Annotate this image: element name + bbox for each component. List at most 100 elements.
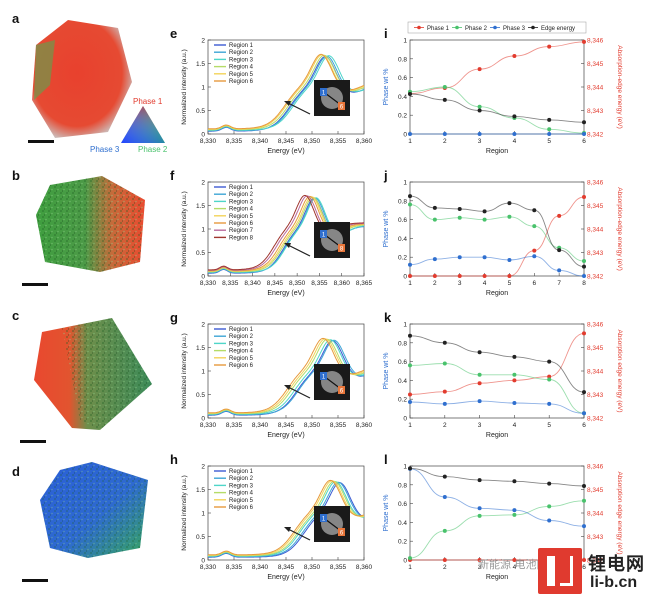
scale-bar-d	[22, 579, 48, 582]
data-point-phase-1	[582, 558, 586, 562]
data-point-phase-3	[442, 132, 447, 136]
data-point-phase-3	[477, 132, 482, 136]
legend-label: Region 1	[229, 327, 254, 333]
phase-panel-j: j 1 2 3 4 5 6 7 8 0 0.2 0.4 0.6 0.8 1 8,342 8,343 8,344 8,…	[383, 168, 623, 297]
panel-letter-b: b	[12, 168, 20, 183]
x-tick-label: 6	[582, 138, 586, 145]
inset-marker-end	[338, 386, 345, 394]
y2-axis-label: Absorption-edge energy (eV)	[616, 187, 623, 270]
data-point-phase-2	[442, 528, 447, 533]
panel-letter-l: l	[384, 452, 388, 467]
data-point-phase-3	[408, 132, 412, 136]
data-point-edge-energy	[408, 333, 412, 338]
series-line-edge-energy	[409, 93, 585, 123]
inset-label-start: 1	[322, 233, 326, 239]
phase-panel-i: i 1 2 3 4 5 6 0 0.2 0.4 0.6 0.8 1 8,342 8,343 8,344 8,34…	[383, 21, 623, 155]
arrow-head	[284, 385, 291, 390]
x-axis-label: Region	[486, 290, 508, 297]
data-point-edge-energy	[482, 209, 487, 214]
series-line-phase-1	[410, 196, 585, 277]
panel-b: b	[12, 168, 145, 286]
y2-axis-label: Absorption edge energy (eV)	[616, 471, 623, 554]
y-tick-label: 0	[403, 132, 407, 139]
data-point-phase-1	[532, 248, 537, 253]
data-point-phase-3	[512, 508, 517, 513]
y-tick-label: 1	[201, 369, 205, 376]
legend-label: Region 2	[229, 476, 254, 482]
legend-label: Region 3	[229, 199, 254, 205]
y-tick-label: 0.6	[398, 217, 407, 224]
x-tick-label: 8,330	[200, 280, 217, 287]
data-point-phase-3	[432, 257, 437, 262]
y-tick-label: 0.8	[398, 340, 407, 347]
x-tick-label: 8,345	[278, 422, 295, 429]
data-point-edge-energy	[408, 466, 412, 471]
x-tick-label: 4	[513, 564, 517, 571]
data-point-edge-energy	[532, 208, 537, 213]
panel-letter-k: k	[384, 310, 392, 325]
data-point-phase-1	[547, 44, 552, 49]
x-tick-label: 8,335	[226, 422, 243, 429]
y-tick-label: 2	[201, 180, 205, 187]
y-tick-label: 0	[201, 274, 205, 281]
y-tick-label: 1	[201, 227, 205, 234]
x-tick-label: 8,350	[289, 280, 306, 287]
x-tick-label: 6	[582, 564, 586, 571]
data-point-phase-1	[512, 558, 517, 562]
data-point-edge-energy	[408, 92, 412, 97]
y2-tick-label: 8,346	[587, 322, 604, 329]
x-tick-label: 2	[443, 564, 447, 571]
data-point-phase-3	[582, 132, 586, 136]
series-line-phase-3	[409, 255, 585, 277]
legend-label: Region 7	[229, 228, 254, 234]
inset-label-start: 1	[322, 91, 326, 97]
inset-label-end: 6	[340, 389, 344, 395]
x-tick-label: 8,350	[304, 422, 321, 429]
data-point-phase-1	[582, 331, 586, 336]
y2-tick-label: 8,346	[587, 38, 604, 45]
phase-legend-triangle: Phase 1 Phase 3 Phase 2	[90, 97, 168, 154]
y-tick-label: 0.4	[398, 520, 407, 527]
y-tick-label: 1	[403, 322, 407, 329]
legend-marker	[493, 25, 497, 30]
data-point-edge-energy	[582, 264, 586, 269]
y-tick-label: 1	[403, 180, 407, 187]
data-point-phase-2	[582, 258, 586, 263]
data-point-edge-energy	[512, 114, 517, 119]
data-point-phase-2	[442, 85, 447, 89]
x-tick-label: 8,335	[226, 138, 243, 145]
x-axis-label: Energy (eV)	[267, 432, 304, 439]
site-watermark: 锂电网 li-b.cn	[538, 548, 656, 596]
x-tick-label: 6	[532, 280, 536, 287]
data-point-phase-3	[477, 399, 482, 404]
y-tick-label: 0.8	[398, 482, 407, 489]
data-point-phase-1	[512, 53, 517, 58]
data-point-phase-1	[477, 558, 482, 562]
data-point-phase-3	[442, 495, 447, 500]
data-point-phase-2	[512, 512, 517, 517]
y-tick-label: 0.6	[398, 75, 407, 82]
x-tick-label: 2	[443, 138, 447, 145]
y-tick-label: 0.2	[398, 539, 407, 546]
legend-label: Region 1	[229, 469, 254, 475]
data-point-phase-2	[442, 361, 447, 366]
series-line-phase-2	[409, 363, 585, 414]
legend-label: Region 6	[229, 505, 254, 511]
y2-tick-label: 8,345	[587, 203, 604, 210]
inset-marker-start	[320, 372, 327, 380]
x-tick-label: 8,365	[356, 280, 373, 287]
panel-letter-i: i	[384, 26, 388, 41]
site-url: li-b.cn	[590, 574, 638, 591]
y-tick-label: 0.5	[196, 108, 205, 115]
series-line-phase-3	[409, 400, 585, 414]
y2-tick-label: 8,346	[587, 180, 604, 187]
arrow-line	[285, 101, 311, 115]
inset-label-start: 1	[322, 517, 326, 523]
data-point-phase-3	[482, 255, 487, 260]
x-tick-label: 8,335	[226, 564, 243, 571]
y-tick-label: 0.4	[398, 236, 407, 243]
data-point-phase-2	[582, 498, 586, 503]
data-point-phase-2	[408, 363, 412, 368]
series-line-edge-energy	[409, 195, 585, 268]
x-tick-label: 8	[582, 280, 586, 287]
